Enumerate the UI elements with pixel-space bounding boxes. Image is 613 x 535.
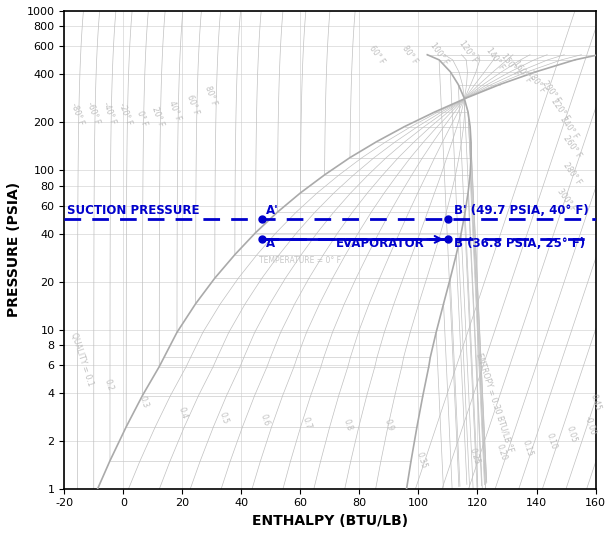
Text: 20° F: 20° F: [150, 105, 166, 128]
Text: 220° F: 220° F: [549, 97, 571, 123]
Text: 240° F: 240° F: [558, 115, 580, 141]
Text: 0.5: 0.5: [218, 410, 230, 425]
Text: 180° F: 180° F: [526, 69, 547, 95]
Text: -80° F: -80° F: [69, 101, 86, 126]
Text: 0.8: 0.8: [341, 418, 354, 432]
Text: -40° F: -40° F: [101, 101, 117, 126]
Text: 40° F: 40° F: [167, 100, 183, 123]
Text: 0° F: 0° F: [135, 110, 148, 128]
Text: 0.3: 0.3: [138, 395, 150, 409]
Text: -60° F: -60° F: [85, 101, 101, 126]
Text: 0.4: 0.4: [176, 406, 188, 420]
Text: 200° F: 200° F: [541, 79, 562, 105]
Text: 80° F: 80° F: [400, 44, 419, 66]
Text: 100° F: 100° F: [428, 41, 450, 66]
Text: 150° F: 150° F: [499, 52, 521, 78]
Text: 160° F: 160° F: [511, 59, 533, 85]
Text: 60° F: 60° F: [185, 94, 200, 116]
Text: 0.2: 0.2: [102, 378, 115, 392]
Text: B' (49.7 PSIA, 40° F): B' (49.7 PSIA, 40° F): [454, 204, 588, 217]
Text: 0.6: 0.6: [259, 413, 271, 427]
Text: 0.25: 0.25: [468, 447, 481, 465]
Text: A': A': [267, 204, 279, 217]
Text: TEMPERATURE = 0° F: TEMPERATURE = 0° F: [259, 256, 341, 265]
Text: 0.45: 0.45: [588, 393, 603, 411]
Text: 280° F: 280° F: [561, 161, 583, 187]
Text: -20° F: -20° F: [118, 101, 134, 126]
Text: 80° F: 80° F: [203, 85, 218, 107]
Text: 120° F: 120° F: [458, 40, 479, 65]
Text: 0.35: 0.35: [414, 451, 428, 470]
Text: 0.7: 0.7: [300, 416, 313, 430]
Text: SUCTION PRESSURE: SUCTION PRESSURE: [67, 204, 200, 217]
Text: QUALITY = 0.1: QUALITY = 0.1: [69, 332, 95, 387]
Text: A: A: [267, 236, 276, 250]
Text: 140° F: 140° F: [484, 46, 506, 72]
Text: 0.20: 0.20: [494, 442, 508, 462]
Text: 300° F: 300° F: [555, 187, 577, 213]
Text: 260° F: 260° F: [561, 134, 583, 160]
Text: 0.9: 0.9: [383, 418, 395, 433]
X-axis label: ENTHALPY (BTU/LB): ENTHALPY (BTU/LB): [252, 514, 408, 528]
Text: 0.05: 0.05: [565, 425, 579, 444]
Text: 60° F: 60° F: [368, 44, 387, 66]
Text: EVAPORATOR: EVAPORATOR: [336, 236, 425, 250]
Text: 0.15: 0.15: [521, 439, 535, 457]
Text: -0.00: -0.00: [582, 415, 597, 436]
Y-axis label: PRESSURE (PSIA): PRESSURE (PSIA): [7, 182, 21, 317]
Text: 0.10: 0.10: [544, 431, 558, 450]
Text: B (36.8 PSIA, 25° F): B (36.8 PSIA, 25° F): [454, 236, 585, 250]
Text: ENTROPY = 0.30 BTU/LB °F: ENTROPY = 0.30 BTU/LB °F: [475, 351, 516, 453]
